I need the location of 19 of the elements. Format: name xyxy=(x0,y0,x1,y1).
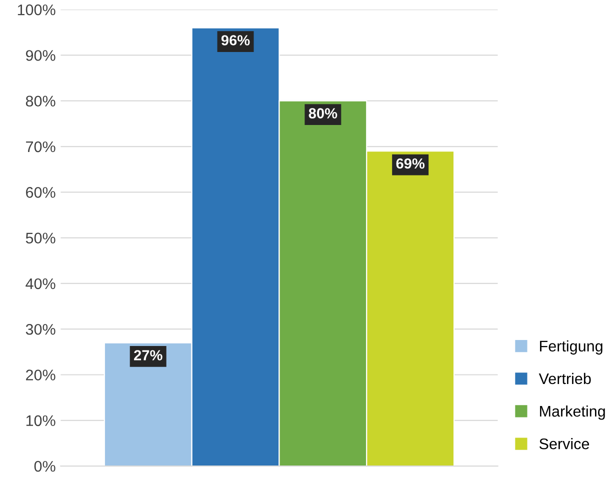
legend-label: Fertigung xyxy=(540,340,602,355)
data-label: 69% xyxy=(396,158,425,169)
data-label: 96% xyxy=(221,35,250,46)
y-tick-label: 30% xyxy=(26,324,56,335)
y-tick-label: 80% xyxy=(26,96,56,107)
y-tick-label: 60% xyxy=(26,187,56,198)
y-tick-label: 100% xyxy=(18,4,56,16)
y-tick-label: 70% xyxy=(26,141,56,152)
y-tick-label: 90% xyxy=(26,50,56,61)
y-tick-label: 50% xyxy=(26,232,56,244)
legend-label: Marketing xyxy=(540,405,605,420)
y-tick-label: 0% xyxy=(34,460,56,472)
data-label: 80% xyxy=(308,108,338,118)
data-label: 27% xyxy=(134,350,162,360)
legend-label: Vertrieb xyxy=(538,372,591,384)
y-tick-label: 10% xyxy=(26,415,56,426)
y-tick-label: 40% xyxy=(26,278,56,290)
y-tick-label: 20% xyxy=(26,370,56,380)
legend-label: Service xyxy=(539,438,590,450)
